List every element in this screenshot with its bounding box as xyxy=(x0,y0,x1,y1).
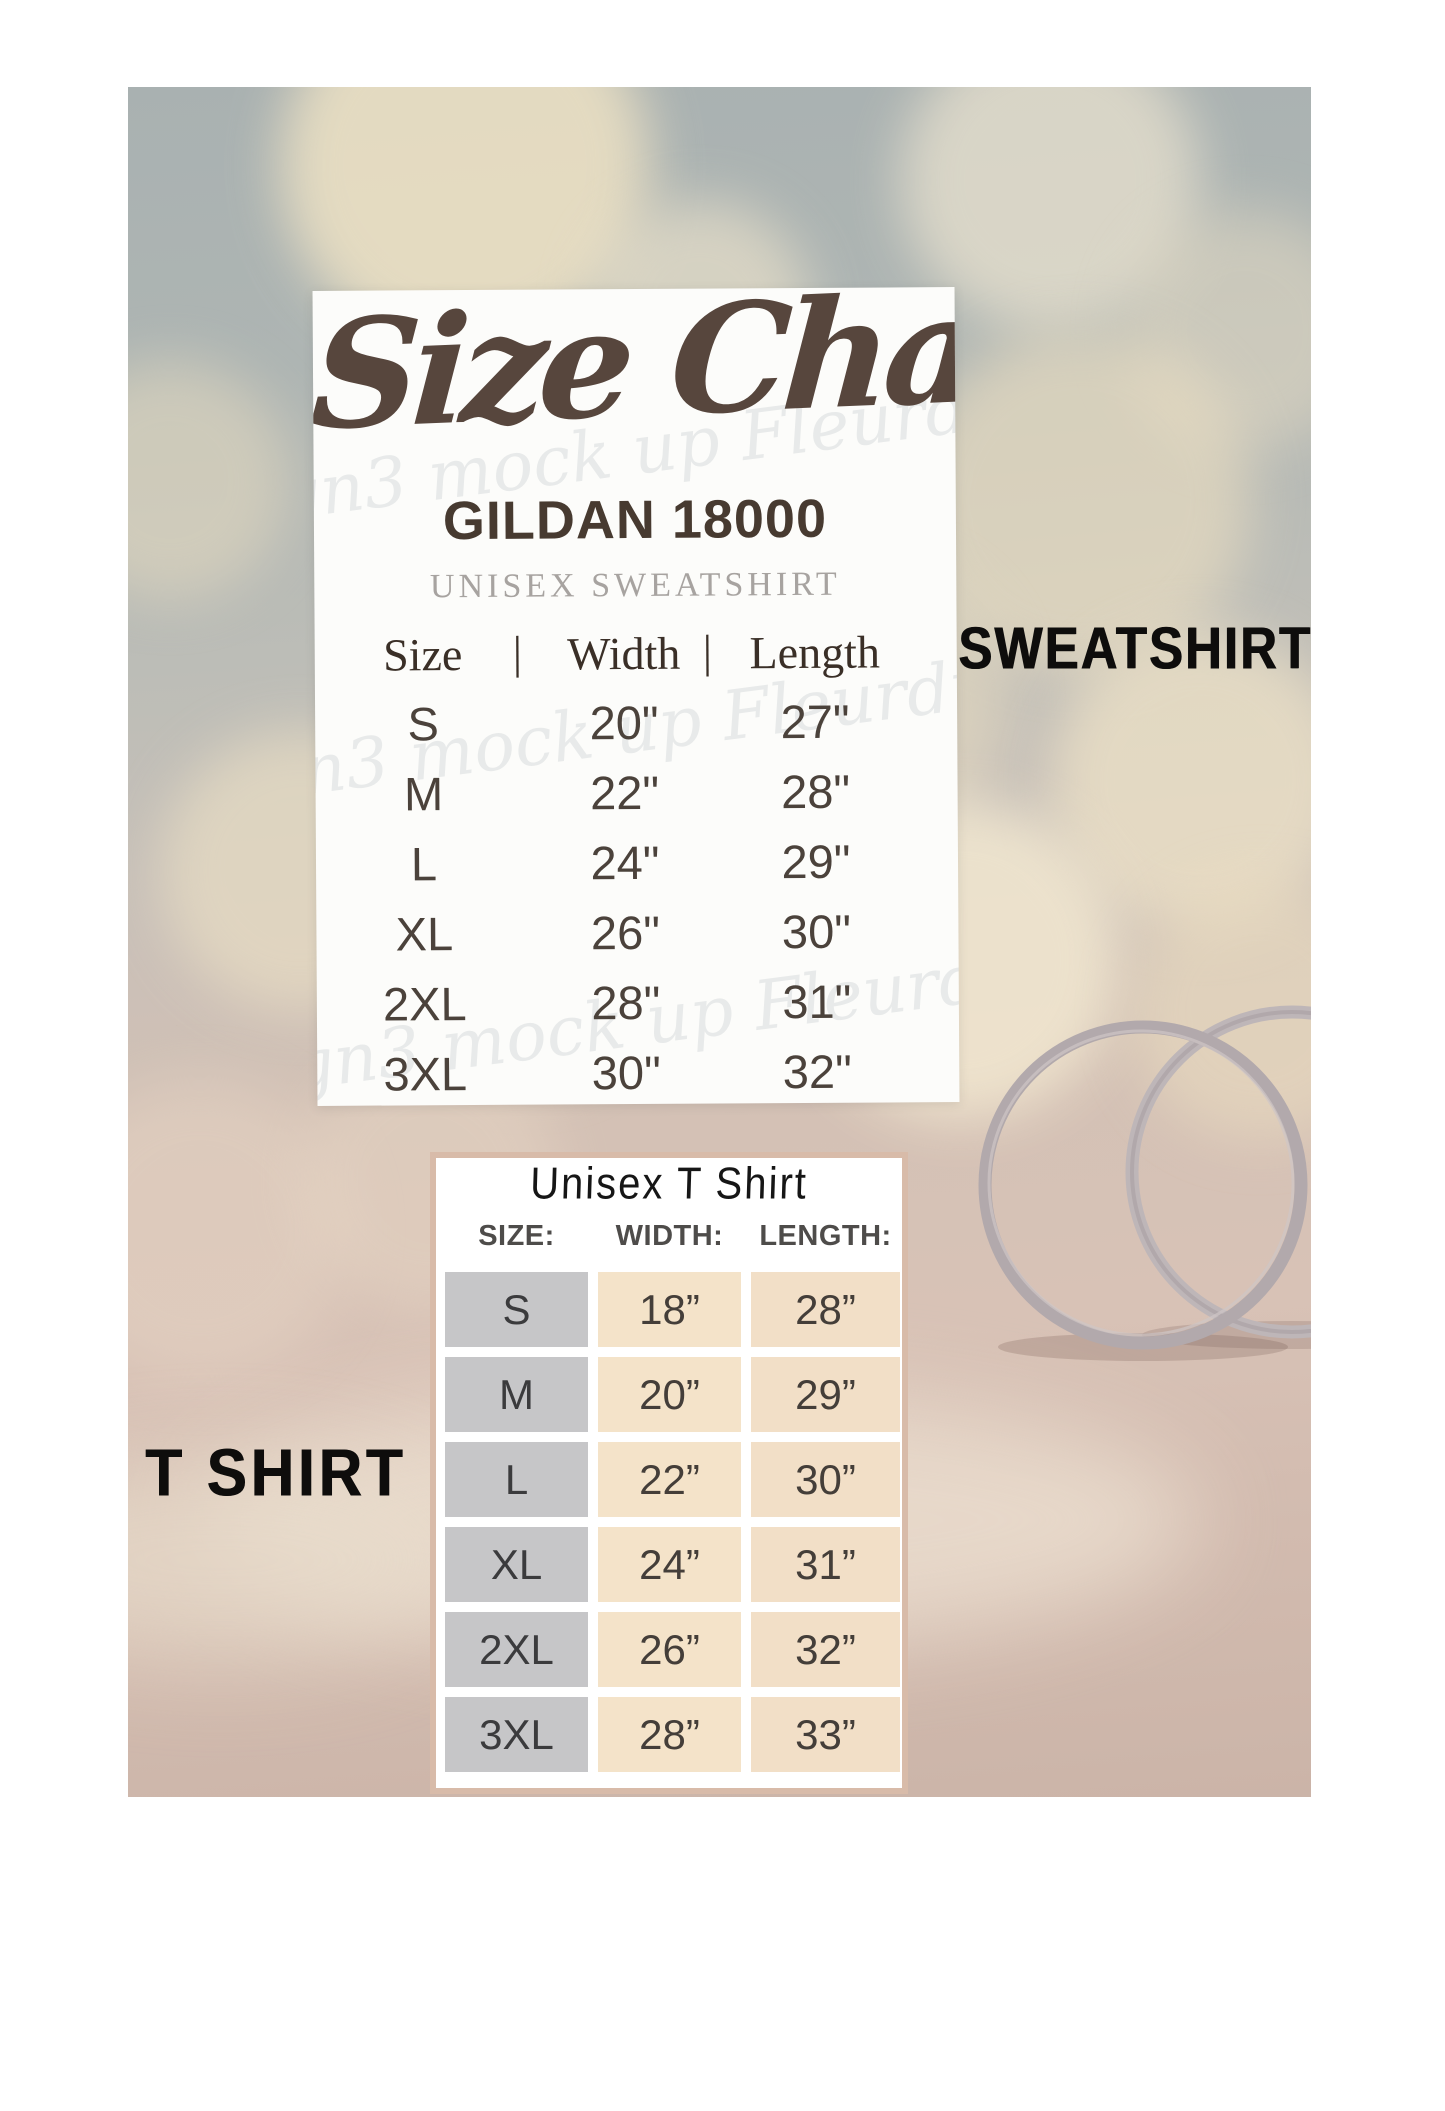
size-value: L xyxy=(445,1442,588,1517)
table-row: S 20" 27" xyxy=(315,686,957,760)
length-value: 32” xyxy=(751,1612,900,1687)
size-value: S xyxy=(407,697,439,751)
length-value: 27" xyxy=(780,694,850,749)
width-value: 24" xyxy=(590,835,660,890)
sweatshirt-table-body: S 20" 27" M 22" 28" L 24" 29" XL 26" xyxy=(315,686,960,1106)
length-value: 31" xyxy=(782,974,852,1029)
size-value: L xyxy=(410,837,438,891)
size-value: 3XL xyxy=(445,1697,588,1772)
size-value: 3XL xyxy=(383,1047,468,1101)
size-value: 2XL xyxy=(445,1612,588,1687)
sweatshirt-table-header: Size Width Length | | xyxy=(315,625,957,681)
wedding-rings-photo xyxy=(978,1005,1311,1361)
length-value: 30" xyxy=(781,904,852,959)
width-value: 26” xyxy=(598,1612,741,1687)
table-row: 2XL 26” 32” xyxy=(445,1612,902,1687)
ring-left-highlight xyxy=(987,1029,1295,1337)
size-chart-script-title: Size Chart xyxy=(312,287,960,465)
length-value: 28” xyxy=(751,1272,900,1347)
width-value: 20” xyxy=(598,1357,741,1432)
ring-left xyxy=(978,1020,1308,1350)
width-value: 20" xyxy=(589,695,659,750)
size-value: M xyxy=(445,1357,588,1432)
width-value: 30" xyxy=(591,1045,661,1100)
tshirt-size-chart-card: Unisex T Shirt SIZE: WIDTH: LENGTH: S 18… xyxy=(430,1152,908,1794)
width-value: 22" xyxy=(589,765,660,820)
size-value: M xyxy=(403,767,444,821)
tshirt-table-header: SIZE: WIDTH: LENGTH: xyxy=(445,1220,911,1253)
length-value: 32" xyxy=(782,1044,852,1099)
table-row: S 18” 28” xyxy=(445,1272,902,1347)
length-value: 31” xyxy=(751,1527,900,1602)
table-row: L 24" 29" xyxy=(316,826,958,900)
table-row: 3XL 28” 33” xyxy=(445,1697,902,1772)
tshirt-table-body: S 18” 28” M 20” 29” L 22” 30” XL 24” xyxy=(436,1272,902,1782)
sweatshirt-stamp-label: SWEATSHIRT xyxy=(958,615,1312,682)
column-header-size: SIZE: xyxy=(478,1220,555,1252)
tshirt-chart-title: Unisex T Shirt xyxy=(529,1159,809,1209)
table-row: M 22" 28" xyxy=(315,756,957,830)
column-header-size: Size xyxy=(382,629,463,681)
size-value: 2XL xyxy=(382,977,467,1031)
column-header-width: WIDTH: xyxy=(615,1220,724,1252)
length-value: 29” xyxy=(751,1357,900,1432)
width-value: 26" xyxy=(590,905,661,960)
brand-model-title: GILDAN 18000 xyxy=(442,488,828,552)
width-value: 24” xyxy=(598,1527,741,1602)
product-subtitle: UNISEX SWEATSHIRT xyxy=(429,565,841,606)
width-value: 28" xyxy=(591,975,661,1030)
table-row: L 22” 30” xyxy=(445,1442,902,1517)
width-value: 28” xyxy=(598,1697,741,1772)
length-value: 30” xyxy=(751,1442,900,1517)
tshirt-stamp-label: T SHIRT xyxy=(145,1435,407,1511)
header-divider: | xyxy=(512,626,523,678)
table-row: M 20” 29” xyxy=(445,1357,902,1432)
size-value: S xyxy=(445,1272,588,1347)
length-value: 29" xyxy=(781,834,851,889)
size-value: XL xyxy=(395,907,454,961)
bokeh-background-photo: gn3 mock up FleurduSoleil gn3 mock up Fl… xyxy=(128,87,1311,1797)
ring-right xyxy=(1125,1005,1311,1339)
length-value: 33” xyxy=(751,1697,900,1772)
width-value: 22” xyxy=(598,1442,741,1517)
length-value: 28" xyxy=(780,764,851,819)
size-value: XL xyxy=(445,1527,588,1602)
width-value: 18” xyxy=(598,1272,741,1347)
table-row: XL 26" 30" xyxy=(316,896,958,970)
ring-right-shading xyxy=(1130,1010,1311,1334)
column-header-length: Length xyxy=(749,626,881,679)
header-divider: | xyxy=(702,625,713,677)
table-row: XL 24” 31” xyxy=(445,1527,902,1602)
sweatshirt-size-chart-card: gn3 mock up FleurduSoleil gn3 mock up Fl… xyxy=(312,287,960,1106)
table-row: 3XL 30" 32" xyxy=(317,1036,959,1106)
table-row: 2XL 28" 31" xyxy=(317,966,959,1040)
column-header-length: LENGTH: xyxy=(759,1220,892,1252)
column-header-width: Width xyxy=(567,627,681,680)
